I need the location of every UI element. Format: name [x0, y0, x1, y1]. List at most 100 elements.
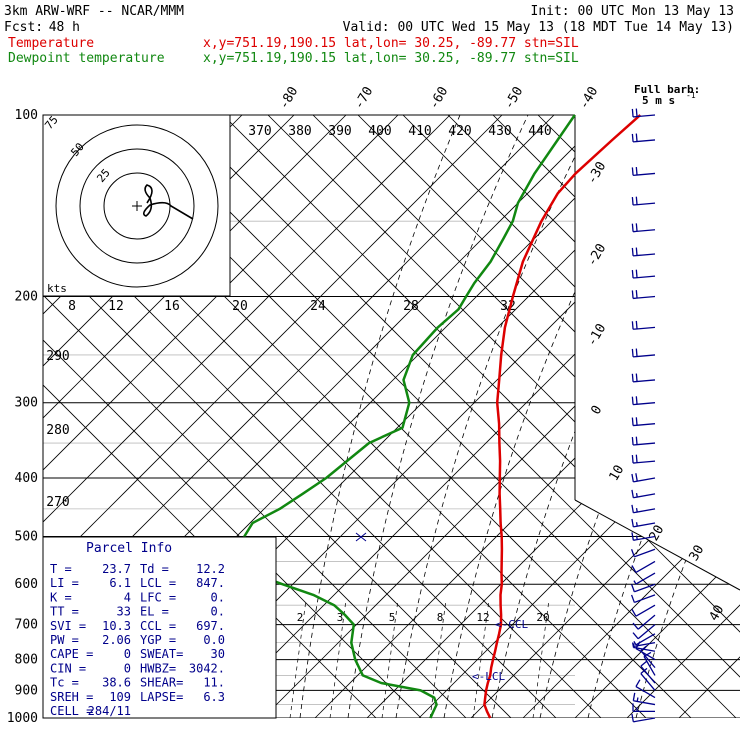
wind-label-line1: Full barb: — [634, 83, 700, 96]
init-time: Init: 00 UTC Mon 13 May 13 — [531, 4, 735, 19]
wind-barb-staff — [635, 686, 656, 699]
profile-layer: <-CCL <-LCL — [236, 114, 642, 719]
parcel-info-value: 3042. — [189, 661, 225, 675]
parcel-info-key: Tc = — [50, 676, 79, 690]
pressure-tick-label: 300 — [15, 396, 38, 411]
pressure-tick-label: 200 — [15, 290, 38, 305]
hodograph-ring — [55, 124, 219, 288]
wind-barb — [631, 320, 656, 330]
parcel-info-value: 33 — [117, 605, 131, 619]
wind-barb-staff — [635, 572, 656, 585]
wind-label-line2: 5 m s — [642, 94, 675, 107]
wind-barb — [631, 642, 656, 648]
temperature-tick-label: 0 — [589, 403, 606, 417]
wind-barb — [632, 692, 656, 706]
isotherm-line — [262, 115, 740, 718]
wind-barb — [631, 504, 656, 514]
wind-barb-flag — [631, 290, 634, 299]
hodograph-trace — [142, 184, 194, 220]
wind-barb — [635, 679, 656, 699]
wind-barb-flag — [635, 396, 638, 405]
theta-label: 390 — [328, 124, 351, 139]
parcel-info-value: 0 — [124, 661, 131, 675]
wind-barb — [631, 269, 656, 279]
isotherm-line — [43, 115, 399, 718]
lcl-marker: <-LCL — [472, 670, 505, 683]
wind-barb — [632, 624, 656, 640]
wind-barb-flag — [631, 455, 634, 464]
frame-right-skew — [574, 499, 740, 591]
wind-barb-flag — [635, 108, 638, 117]
wind-barb-flag — [630, 549, 635, 558]
temperature-tick-label: -30 — [585, 159, 610, 187]
pressure-tick-label: 400 — [15, 471, 38, 486]
wind-barb-half — [636, 697, 639, 702]
theta-label: 410 — [408, 124, 431, 139]
wind-barb-flag — [635, 373, 638, 382]
wind-barb-flag — [635, 348, 638, 357]
wind-barb-flag — [635, 196, 638, 205]
parcel-info-key: LFC = — [140, 590, 176, 604]
theta-label: 440 — [528, 124, 551, 139]
parcel-info-key: CCL = — [140, 619, 176, 633]
wind-barb — [631, 532, 656, 541]
wind-barb-flag — [631, 473, 634, 482]
dry-adiabat-line — [402, 115, 740, 718]
wind-barb-flag — [635, 247, 638, 256]
parcel-info-key: T = — [50, 562, 72, 576]
parcel-info-value: 284/11 — [88, 704, 131, 718]
theta-label: 290 — [46, 349, 69, 364]
parcel-info-key: SWEAT= — [140, 647, 183, 661]
pressure-tick-label: 100 — [15, 108, 38, 123]
valid-time: Valid: 00 UTC Wed 15 May 13 (18 MDT Tue … — [343, 20, 734, 35]
wind-barb-flag — [635, 417, 638, 426]
wind-barb-flag — [631, 133, 634, 142]
parcel-info-key: SREH = — [50, 690, 93, 704]
wind-barb-staff — [635, 560, 656, 574]
wind-barb-flag — [631, 321, 634, 330]
wind-barb — [631, 290, 656, 300]
mixing-ratio-label: 5 — [389, 611, 396, 624]
moist-adiabat-line — [299, 115, 461, 718]
parcel-info-key: YGP = — [140, 633, 176, 647]
wind-barb-half — [631, 642, 634, 647]
wind-barb — [633, 572, 656, 585]
wind-barb-flag — [631, 518, 634, 527]
ccl-marker: <-CCL — [495, 618, 528, 631]
wind-barb-flag — [631, 396, 634, 405]
wind-barb-half — [633, 640, 637, 646]
temperature-tick-label: 30 — [687, 543, 708, 564]
wind-barb — [631, 713, 656, 723]
temperature-tick-label: 40 — [707, 603, 728, 624]
pressure-tick-label: 500 — [15, 529, 38, 544]
dry-adiabat-line — [582, 115, 740, 718]
wind-barb-flag — [640, 645, 648, 652]
wind-barb-flag — [635, 223, 638, 232]
wind-barb-flag — [640, 660, 648, 667]
wind-barb-staff — [633, 202, 656, 206]
isotherm-line — [43, 115, 347, 718]
wind-barb — [631, 108, 656, 118]
fcst-label: Fcst: — [4, 20, 43, 35]
legend-dewpoint-info: x,y=751.19,190.15 lat,lon= 30.25, -89.77… — [203, 51, 579, 66]
wind-barb — [631, 417, 656, 427]
wind-barb-half — [635, 522, 638, 527]
mixing-ratio-line — [532, 599, 550, 718]
wind-barb-staff — [633, 379, 656, 383]
temperature-tick-label: -40 — [577, 84, 602, 112]
wind-barb-flag — [632, 692, 636, 701]
mixing-ratio-line — [329, 599, 347, 718]
speed-scale-label: 8 — [68, 299, 76, 314]
wind-barb — [633, 633, 656, 646]
wind-barb-staff — [640, 650, 656, 669]
moist-adiabat-line — [347, 115, 529, 718]
wind-barb-half — [635, 492, 638, 498]
wind-barb-flag — [631, 532, 634, 541]
hodograph-ring — [79, 148, 195, 264]
dry-adiabat-line — [312, 115, 740, 718]
wind-barb-flag — [631, 247, 634, 256]
wind-barb-flag — [635, 290, 638, 299]
legend-temperature-info: x,y=751.19,190.15 lat,lon= 30.25, -89.77… — [203, 36, 579, 51]
parcel-info-value: 0 — [124, 647, 131, 661]
